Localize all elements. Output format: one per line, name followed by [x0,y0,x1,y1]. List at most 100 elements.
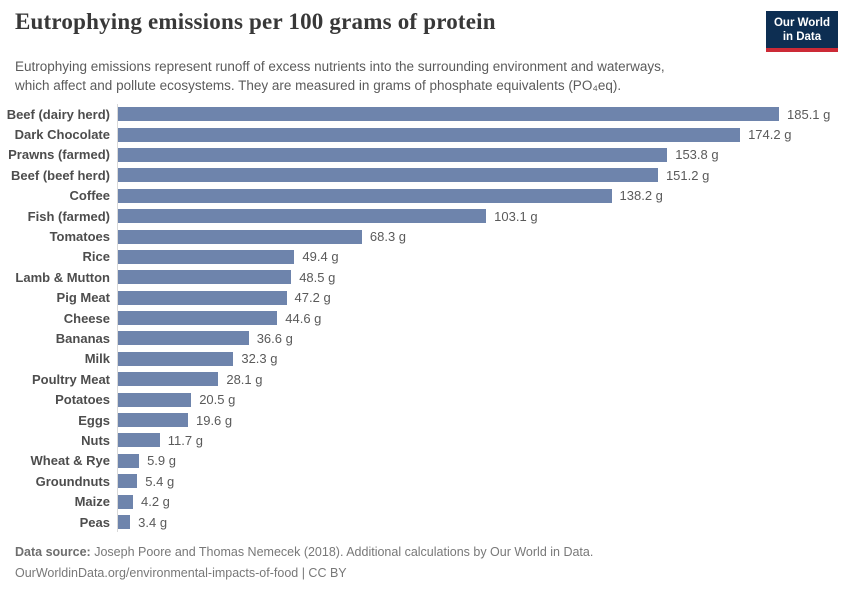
bar-track: 103.1 g [117,205,850,227]
table-row: Fish (farmed) 103.1 g [0,205,850,227]
owid-logo-line1: Our World [773,17,830,29]
chart-footer: Data source: Joseph Poore and Thomas Nem… [15,542,593,584]
bar[interactable] [118,311,278,326]
value-label: 103.1 g [494,208,538,224]
owid-logo[interactable]: Our World in Data [765,11,838,52]
bar-track: 11.7 g [117,430,850,451]
bar[interactable] [118,290,287,305]
table-row: Potatoes 20.5 g [0,389,850,410]
table-row: Tomatoes 68.3 g [0,226,850,247]
category-label: Potatoes [55,392,110,408]
table-row: Cheese 44.6 g [0,307,850,329]
table-row: Prawns (farmed) 153.8 g [0,144,850,166]
category-label: Milk [84,351,110,367]
page-title: Eutrophying emissions per 100 grams of p… [15,9,496,34]
bar-track: 19.6 g [117,409,850,431]
table-row: Groundnuts 5.4 g [0,471,850,492]
bar[interactable] [118,249,295,264]
bar[interactable] [118,351,234,366]
bar-track: 5.9 g [117,450,850,472]
bar-track: 153.8 g [117,144,850,166]
data-source-line: Data source: Joseph Poore and Thomas Nem… [15,542,593,563]
category-label: Wheat & Rye [30,453,110,469]
license-text: | CC BY [298,566,347,580]
bar[interactable] [118,392,192,407]
category-label: Eggs [78,412,110,428]
value-label: 47.2 g [294,290,331,306]
value-label: 3.4 g [138,514,168,530]
value-label: 185.1 g [787,106,831,122]
license-line: OurWorldinData.org/environmental-impacts… [15,563,593,584]
bar-track: 20.5 g [117,389,850,410]
bar[interactable] [118,331,249,346]
bar-track: 3.4 g [117,511,850,533]
value-label: 68.3 g [369,229,407,245]
bar-track: 68.3 g [117,226,850,247]
category-label: Poultry Meat [31,371,110,387]
table-row: Coffee 138.2 g [0,185,850,206]
bar-track: 174.2 g [117,124,850,145]
bar[interactable] [118,209,487,224]
table-row: Bananas 36.6 g [0,328,850,349]
owid-logo-line2: in Data [782,31,822,43]
category-label: Beef (dairy herd) [6,106,110,122]
table-row: Rice 49.4 g [0,246,850,268]
bar[interactable] [118,372,219,387]
bar[interactable] [118,147,668,162]
table-row: Beef (dairy herd) 185.1 g [0,104,850,125]
category-label: Tomatoes [49,229,110,245]
data-source-text: Joseph Poore and Thomas Nemecek (2018). … [90,545,594,559]
value-label: 11.7 g [167,432,203,448]
table-row: Peas 3.4 g [0,511,850,533]
table-row: Beef (beef herd) 151.2 g [0,165,850,186]
bar-track: 5.4 g [117,471,850,492]
bar[interactable] [118,453,140,468]
value-label: 5.9 g [147,453,176,469]
value-label: 32.3 g [241,351,278,367]
bar-track: 151.2 g [117,165,850,186]
bar[interactable] [118,168,658,183]
category-label: Maize [74,494,110,510]
bar-track: 47.2 g [117,287,850,308]
category-label: Bananas [55,330,110,346]
value-label: 48.5 g [299,269,336,285]
value-label: 5.4 g [145,473,175,489]
category-label: Beef (beef herd) [11,167,110,183]
value-label: 44.6 g [285,310,322,326]
table-row: Maize 4.2 g [0,491,850,512]
bar-track: 49.4 g [117,246,850,268]
value-label: 4.2 g [140,494,170,510]
bar[interactable] [118,270,292,285]
table-row: Dark Chocolate 174.2 g [0,124,850,145]
category-label: Fish (farmed) [27,208,110,224]
bar[interactable] [118,229,362,244]
category-label: Rice [82,249,110,265]
bar-track: 44.6 g [117,307,850,329]
value-label: 49.4 g [302,249,339,265]
value-label: 20.5 g [199,392,236,408]
bar[interactable] [118,474,138,489]
value-label: 36.6 g [256,330,293,346]
category-label: Groundnuts [35,473,110,489]
owid-url-link[interactable]: OurWorldinData.org/environmental-impacts… [15,566,299,580]
bar[interactable] [118,127,741,142]
bar-rows: Beef (dairy herd) 185.1 g Dark Chocolate… [0,104,850,533]
category-label: Coffee [69,188,110,204]
bar[interactable] [118,494,133,509]
bar[interactable] [118,413,188,428]
bar[interactable] [118,107,779,122]
category-label: Peas [79,514,110,530]
chart-subtitle-line1: Eutrophying emissions represent runoff o… [15,59,665,74]
chart-subtitle: Eutrophying emissions represent runoff o… [15,57,665,95]
table-row: Poultry Meat 28.1 g [0,369,850,390]
bar[interactable] [118,433,160,448]
bar-track: 4.2 g [117,491,850,512]
value-label: 138.2 g [619,188,663,204]
table-row: Eggs 19.6 g [0,409,850,431]
bar[interactable] [118,188,612,203]
bar[interactable] [118,515,131,529]
bar-track: 36.6 g [117,328,850,349]
bar-chart: Beef (dairy herd) 185.1 g Dark Chocolate… [0,104,850,533]
value-label: 153.8 g [675,147,719,163]
table-row: Pig Meat 47.2 g [0,287,850,308]
